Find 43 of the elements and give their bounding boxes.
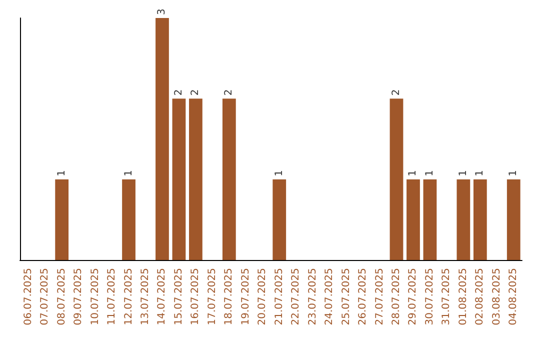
x-tick-label: 03.08.2025 — [491, 268, 502, 326]
x-tick-label: 25.07.2025 — [340, 268, 352, 326]
x-tick-label: 14.07.2025 — [156, 268, 168, 326]
x-tick-label: 17.07.2025 — [206, 268, 218, 326]
x-tick-label: 30.07.2025 — [424, 268, 436, 326]
x-tick-label: 08.07.2025 — [56, 268, 68, 326]
data-label: 2 — [391, 89, 402, 96]
x-tick-label: 02.08.2025 — [474, 268, 486, 326]
data-label: 1 — [56, 170, 68, 176]
x-tick-label: 21.07.2025 — [274, 268, 285, 326]
x-tick-label: 20.07.2025 — [257, 268, 268, 326]
x-tick-label: 27.07.2025 — [374, 268, 386, 326]
x-tick-label: 13.07.2025 — [140, 268, 151, 326]
x-tick-label: 16.07.2025 — [190, 268, 202, 326]
data-label: 1 — [508, 170, 520, 176]
data-label: 1 — [274, 170, 285, 176]
x-tick-label: 23.07.2025 — [307, 268, 318, 326]
x-tick-label: 04.08.2025 — [508, 268, 520, 326]
data-label: 1 — [408, 170, 419, 176]
x-tick-label: 07.07.2025 — [40, 268, 51, 326]
data-label: 1 — [424, 170, 436, 176]
x-tick-label: 12.07.2025 — [123, 268, 134, 326]
x-tick-label: 09.07.2025 — [73, 268, 84, 326]
data-label: 1 — [474, 170, 486, 176]
data-label: 1 — [123, 170, 134, 176]
x-tick-label: 28.07.2025 — [391, 268, 402, 326]
data-label: 1 — [458, 170, 469, 176]
x-tick-label: 26.07.2025 — [358, 268, 369, 326]
data-label: 2 — [173, 89, 184, 96]
data-label: 3 — [156, 8, 168, 15]
x-tick-label: 24.07.2025 — [324, 268, 336, 326]
x-tick-label: 29.07.2025 — [408, 268, 419, 326]
x-tick-label: 18.07.2025 — [224, 268, 235, 326]
x-tick-label: 10.07.2025 — [90, 268, 101, 326]
x-tick-label: 22.07.2025 — [290, 268, 302, 326]
data-label: 2 — [224, 89, 235, 96]
data-label: 2 — [190, 89, 202, 96]
x-tick-label: 01.08.2025 — [458, 268, 469, 326]
x-tick-label: 19.07.2025 — [240, 268, 252, 326]
x-tick-label: 31.07.2025 — [441, 268, 452, 326]
x-tick-label: 15.07.2025 — [173, 268, 184, 326]
x-tick-label: 11.07.2025 — [106, 268, 118, 326]
x-tick-label: 06.07.2025 — [22, 268, 34, 326]
